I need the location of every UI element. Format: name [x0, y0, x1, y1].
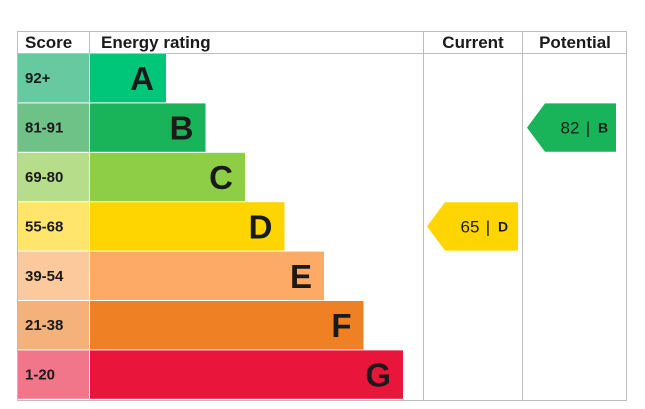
band-letter-b: B [170, 110, 194, 147]
band-letter-c: C [209, 159, 233, 196]
band-bar-f [90, 301, 364, 350]
potential-rating-value: 82 [561, 119, 580, 138]
score-label-a: 92+ [25, 70, 51, 87]
header-score: Score [25, 33, 72, 52]
header-energy-rating: Energy rating [101, 33, 211, 52]
current-rating-letter: D [498, 218, 508, 234]
band-letter-d: D [249, 208, 273, 245]
score-cell-c [18, 152, 89, 202]
current-rating-value: 65 [461, 217, 480, 236]
band-bar-g [90, 350, 403, 399]
score-label-b: 81-91 [25, 120, 63, 137]
header-current: Current [442, 33, 504, 52]
score-cell-e [18, 251, 89, 300]
score-cell-d [18, 202, 89, 251]
current-rating-separator: | [486, 217, 490, 236]
band-bar-a [90, 54, 166, 103]
band-bar-e [90, 251, 324, 300]
potential-rating-letter: B [598, 120, 608, 136]
band-bar-b [90, 103, 206, 152]
rating-arrows: 65 | D 82 | B [427, 103, 616, 251]
header-potential: Potential [539, 33, 611, 52]
rating-bands: 92+ A 81-91 B 69-80 C 55-68 D 39-54 E 21-38 F 1-20 G [18, 54, 403, 399]
band-bar-c [90, 152, 245, 202]
band-bar-d [90, 202, 285, 251]
potential-rating-separator: | [586, 119, 590, 138]
score-cell-f [18, 301, 89, 350]
potential-rating-arrow [527, 103, 616, 152]
band-letter-f: F [331, 307, 351, 344]
band-letter-a: A [130, 60, 154, 97]
score-label-f: 21-38 [25, 317, 63, 334]
score-cell-g [18, 350, 89, 399]
score-cell-b [18, 103, 89, 152]
score-cell-a [18, 54, 89, 103]
chart-frame [17, 31, 627, 401]
score-label-c: 69-80 [25, 169, 63, 186]
band-letter-e: E [290, 258, 312, 295]
current-rating-arrow [427, 202, 518, 251]
score-label-d: 55-68 [25, 218, 63, 235]
score-label-e: 39-54 [25, 268, 64, 285]
score-label-g: 1-20 [25, 367, 55, 384]
band-letter-g: G [365, 357, 391, 394]
